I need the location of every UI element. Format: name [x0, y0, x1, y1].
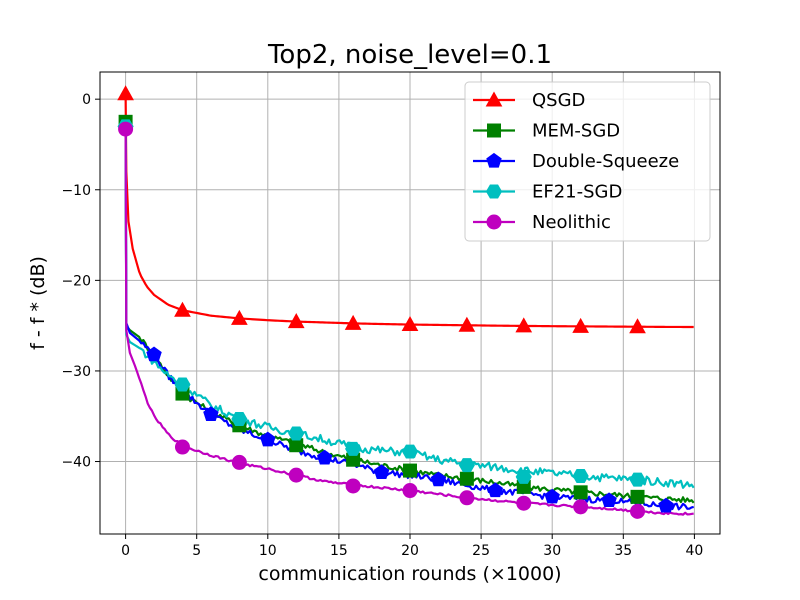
marker-neolithic: [288, 467, 304, 483]
x-tick-label: 10: [259, 543, 277, 559]
y-tick-label: −40: [61, 455, 91, 471]
legend: QSGD MEM-SGD Double-Squeeze EF21-SGD Neolith…: [464, 81, 711, 242]
marker-double-squeeze: [203, 406, 219, 421]
marker-qsgd: [629, 318, 646, 334]
marker-double-squeeze: [658, 497, 674, 513]
marker-double-squeeze: [146, 346, 162, 362]
marker-double-squeeze: [260, 431, 276, 447]
x-tick-label: 30: [543, 543, 561, 559]
x-axis-ticks: 0 5 10 15 20 25 30 35 40: [121, 534, 703, 559]
marker-neolithic: [231, 454, 247, 470]
marker-qsgd: [117, 85, 134, 101]
series-markers: [117, 85, 674, 519]
marker-neolithic: [118, 121, 134, 137]
marker-qsgd: [458, 316, 476, 332]
legend-label-ef21-sgd: EF21-SGD: [532, 182, 622, 203]
y-tick-label: −10: [61, 183, 91, 199]
y-tick-label: −20: [61, 273, 91, 289]
marker-mem-sgd: [459, 471, 474, 486]
marker-neolithic: [516, 495, 532, 511]
marker-mem-sgd: [403, 463, 417, 478]
marker-neolithic: [630, 503, 646, 519]
x-tick-label: 20: [401, 543, 419, 559]
marker-double-squeeze: [544, 488, 560, 504]
y-tick-label: 0: [82, 92, 91, 108]
marker-double-squeeze: [601, 492, 617, 508]
x-tick-label: 5: [192, 543, 201, 559]
marker-double-squeeze: [373, 464, 390, 479]
marker-ef21-sgd: [458, 458, 475, 473]
y-tick-label: −30: [61, 364, 91, 380]
chart-title: Top2, noise_level=0.1: [267, 40, 552, 70]
legend-marker-ef21-sgd: [485, 184, 503, 199]
marker-qsgd: [287, 313, 305, 329]
marker-qsgd: [572, 317, 589, 333]
marker-neolithic: [174, 439, 190, 455]
marker-ef21-sgd: [288, 426, 305, 441]
marker-mem-sgd: [573, 485, 588, 500]
marker-qsgd: [344, 314, 362, 330]
y-axis-ticks: 0 −10 −20 −30 −40: [61, 92, 100, 471]
marker-qsgd: [401, 316, 419, 332]
legend-marker-mem-sgd: [487, 123, 501, 138]
marker-qsgd: [174, 301, 191, 317]
x-tick-label: 40: [685, 543, 703, 559]
marker-neolithic: [402, 483, 418, 499]
x-tick-label: 35: [614, 543, 632, 559]
legend-marker-neolithic: [486, 214, 502, 230]
legend-label-neolithic: Neolithic: [532, 212, 611, 233]
marker-double-squeeze: [430, 471, 447, 487]
legend-marker-double-squeeze: [486, 152, 502, 168]
marker-ef21-sgd: [629, 472, 646, 487]
marker-neolithic: [345, 478, 361, 494]
marker-neolithic: [459, 490, 475, 506]
marker-ef21-sgd: [174, 377, 191, 392]
x-tick-label: 0: [121, 543, 130, 559]
x-axis-label: communication rounds (×1000): [258, 563, 561, 585]
marker-qsgd: [231, 309, 248, 325]
x-tick-label: 25: [472, 543, 490, 559]
legend-label-qsgd: QSGD: [532, 90, 585, 111]
marker-ef21-sgd: [401, 444, 419, 459]
marker-mem-sgd: [630, 489, 645, 504]
legend-marker-qsgd: [485, 91, 503, 107]
marker-ef21-sgd: [572, 469, 589, 484]
marker-neolithic: [573, 499, 589, 515]
legend-label-double-squeeze: Double-Squeeze: [532, 151, 679, 172]
marker-ef21-sgd: [515, 469, 532, 484]
marker-ef21-sgd: [231, 411, 248, 426]
marker-qsgd: [515, 317, 533, 333]
x-tick-label: 15: [330, 543, 348, 559]
legend-box: [464, 81, 711, 242]
marker-double-squeeze: [316, 449, 333, 465]
marker-mem-sgd: [289, 438, 304, 453]
marker-double-squeeze: [487, 482, 504, 498]
legend-label-mem-sgd: MEM-SGD: [532, 121, 620, 142]
marker-ef21-sgd: [345, 441, 362, 456]
y-axis-label: f - f * (dB): [27, 256, 49, 350]
